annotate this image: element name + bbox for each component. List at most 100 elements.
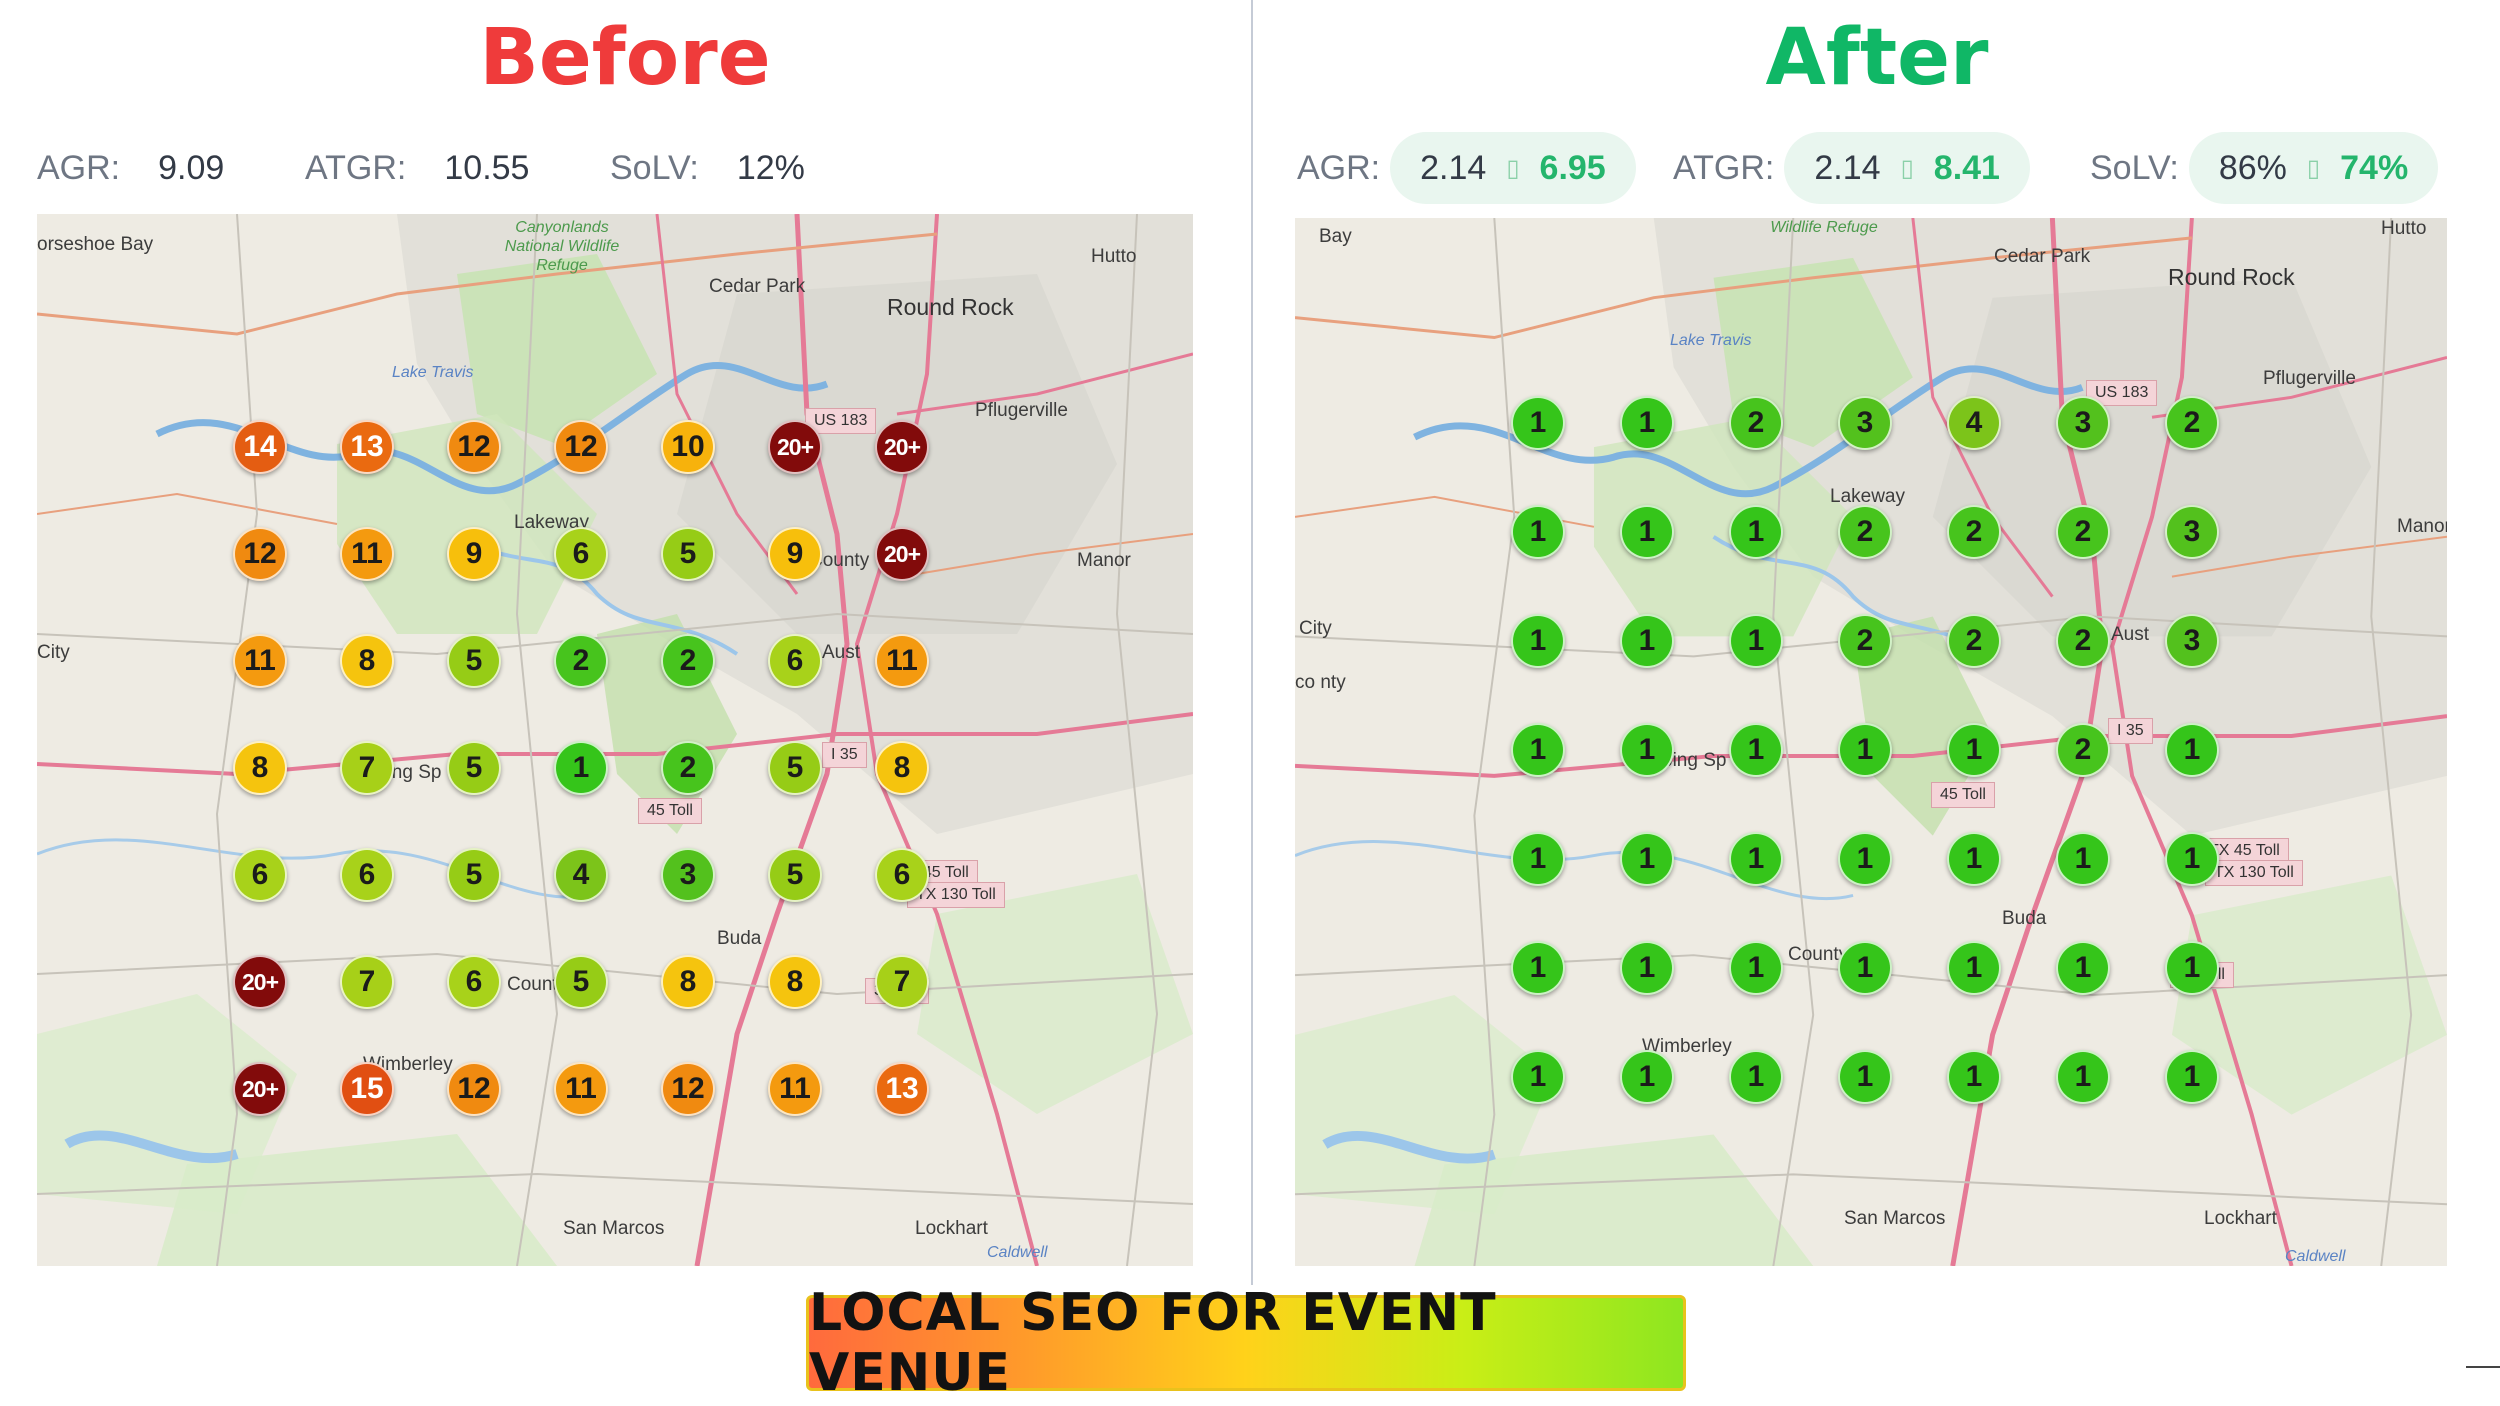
rank-pin[interactable]: 5 [768,741,822,795]
rank-pin[interactable]: 8 [233,741,287,795]
rank-pin[interactable]: 1 [1838,941,1892,995]
rank-pin[interactable]: 3 [2165,505,2219,559]
rank-pin[interactable]: 1 [2165,723,2219,777]
rank-pin[interactable]: 4 [554,848,608,902]
rank-pin[interactable]: 20+ [875,527,929,581]
rank-pin[interactable]: 4 [1947,396,2001,450]
rank-pin[interactable]: 1 [1729,723,1783,777]
rank-pin[interactable]: 2 [2056,723,2110,777]
rank-pin[interactable]: 12 [447,1062,501,1116]
rank-pin[interactable]: 8 [661,955,715,1009]
rank-pin[interactable]: 2 [661,634,715,688]
rank-pin[interactable]: 1 [1947,832,2001,886]
rank-pin[interactable]: 1 [1838,1050,1892,1104]
rank-pin[interactable]: 1 [1729,941,1783,995]
rank-pin[interactable]: 2 [1947,505,2001,559]
rank-pin[interactable]: 12 [233,527,287,581]
rank-pin[interactable]: 12 [554,420,608,474]
rank-pin[interactable]: 1 [1620,941,1674,995]
rank-pin[interactable]: 6 [233,848,287,902]
rank-pin[interactable]: 1 [2056,1050,2110,1104]
rank-pin[interactable]: 11 [340,527,394,581]
rank-pin[interactable]: 11 [233,634,287,688]
rank-pin[interactable]: 1 [1729,614,1783,668]
rank-pin[interactable]: 13 [875,1062,929,1116]
rank-pin[interactable]: 12 [661,1062,715,1116]
rank-pin[interactable]: 1 [1620,1050,1674,1104]
rank-pin[interactable]: 6 [554,527,608,581]
rank-pin[interactable]: 7 [875,955,929,1009]
rank-pin[interactable]: 20+ [875,420,929,474]
rank-pin[interactable]: 2 [2056,505,2110,559]
rank-pin[interactable]: 1 [1620,832,1674,886]
rank-pin[interactable]: 1 [1620,614,1674,668]
rank-pin[interactable]: 1 [2165,1050,2219,1104]
rank-pin[interactable]: 5 [768,848,822,902]
rank-pin[interactable]: 11 [554,1062,608,1116]
rank-pin[interactable]: 6 [447,955,501,1009]
rank-pin[interactable]: 1 [1729,505,1783,559]
rank-pin[interactable]: 6 [340,848,394,902]
rank-pin[interactable]: 14 [233,420,287,474]
rank-pin[interactable]: 1 [2165,941,2219,995]
rank-pin[interactable]: 1 [1947,1050,2001,1104]
rank-pin[interactable]: 9 [768,527,822,581]
rank-pin[interactable]: 1 [1947,723,2001,777]
rank-pin[interactable]: 1 [2165,832,2219,886]
rank-pin[interactable]: 9 [447,527,501,581]
rank-pin[interactable]: 8 [875,741,929,795]
rank-pin[interactable]: 11 [875,634,929,688]
rank-pin[interactable]: 5 [447,848,501,902]
rank-pin[interactable]: 2 [1838,505,1892,559]
rank-pin[interactable]: 1 [1620,396,1674,450]
rank-pin[interactable]: 1 [1511,723,1565,777]
rank-pin[interactable]: 20+ [768,420,822,474]
rank-pin[interactable]: 1 [554,741,608,795]
rank-pin[interactable]: 1 [1838,723,1892,777]
rank-pin[interactable]: 7 [340,955,394,1009]
rank-pin[interactable]: 2 [1729,396,1783,450]
rank-pin[interactable]: 1 [1511,941,1565,995]
rank-pin[interactable]: 20+ [233,1062,287,1116]
rank-pin[interactable]: 3 [2165,614,2219,668]
rank-pin[interactable]: 3 [661,848,715,902]
rank-pin[interactable]: 7 [340,741,394,795]
rank-pin[interactable]: 2 [554,634,608,688]
before-rank-map[interactable]: Round Rock Hutto Cedar Park Pflugerville Lak… [37,214,1193,1266]
rank-pin[interactable]: 10 [661,420,715,474]
rank-pin[interactable]: 2 [2165,396,2219,450]
rank-pin[interactable]: 20+ [233,955,287,1009]
rank-pin[interactable]: 2 [1838,614,1892,668]
rank-pin[interactable]: 1 [1511,832,1565,886]
rank-pin[interactable]: 2 [2056,614,2110,668]
rank-pin[interactable]: 1 [1729,1050,1783,1104]
after-rank-map[interactable]: Bay Hutto Cedar Park Round Rock Pflugerville… [1295,218,2447,1266]
rank-pin[interactable]: 1 [1620,505,1674,559]
rank-pin[interactable]: 15 [340,1062,394,1116]
rank-pin[interactable]: 8 [340,634,394,688]
rank-pin[interactable]: 5 [447,634,501,688]
rank-pin[interactable]: 1 [1729,832,1783,886]
rank-pin[interactable]: 1 [1511,614,1565,668]
rank-pin[interactable]: 1 [1511,505,1565,559]
rank-pin[interactable]: 5 [661,527,715,581]
rank-pin[interactable]: 5 [554,955,608,1009]
rank-pin[interactable]: 1 [1620,723,1674,777]
rank-pin[interactable]: 1 [2056,941,2110,995]
rank-pin[interactable]: 5 [447,741,501,795]
rank-pin[interactable]: 11 [768,1062,822,1116]
rank-pin[interactable]: 8 [768,955,822,1009]
rank-pin[interactable]: 1 [1511,1050,1565,1104]
rank-pin[interactable]: 1 [1838,832,1892,886]
rank-pin[interactable]: 2 [661,741,715,795]
rank-pin[interactable]: 3 [1838,396,1892,450]
rank-pin[interactable]: 6 [875,848,929,902]
rank-pin[interactable]: 2 [1947,614,2001,668]
rank-pin[interactable]: 6 [768,634,822,688]
rank-pin[interactable]: 1 [2056,832,2110,886]
rank-pin[interactable]: 13 [340,420,394,474]
rank-pin[interactable]: 1 [1947,941,2001,995]
rank-pin[interactable]: 3 [2056,396,2110,450]
rank-pin[interactable]: 1 [1511,396,1565,450]
rank-pin[interactable]: 12 [447,420,501,474]
